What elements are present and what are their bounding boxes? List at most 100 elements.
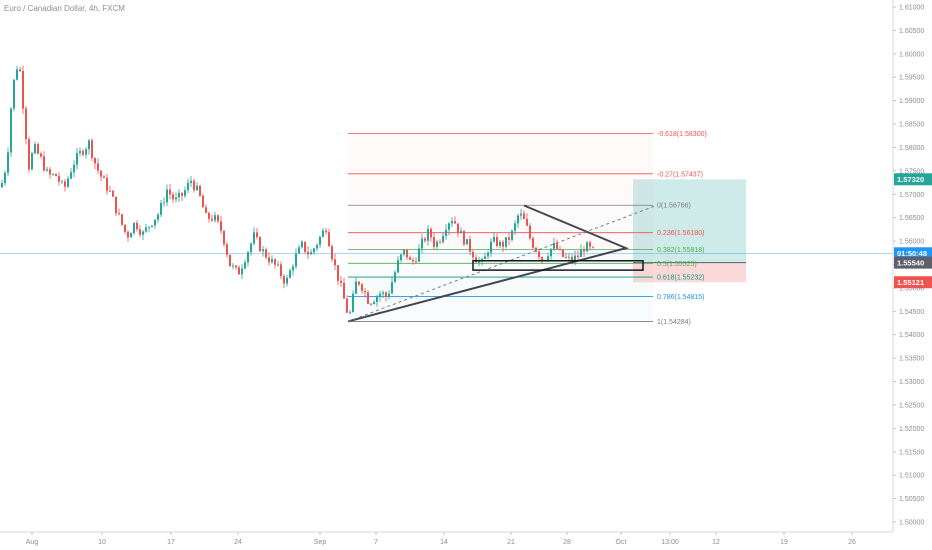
candle-body [502,241,504,247]
candle-body [34,144,36,154]
candle-body [523,213,525,219]
candle-body [118,213,120,215]
x-tick-label: 13:00 [661,539,679,546]
candle-body [340,280,342,283]
candle-body [61,181,63,183]
candle-body [79,151,81,154]
candle-body [460,231,462,234]
candle-body [19,69,21,71]
x-tick-label: 10 [98,539,106,546]
candle-body [382,292,384,294]
candlestick-series [1,65,594,315]
fib-level-label: 0.236(1.56180) [657,230,704,237]
fib-level-label: 0.618(1.55232) [657,275,704,282]
y-tick-label: 1.57500 [899,168,924,175]
candle-body [175,197,177,200]
candle-body [136,222,138,230]
candle-body [280,264,282,277]
candle-body [121,214,123,225]
dashed-trendline [347,205,656,322]
fib-level-label: 0.786(1.54815) [657,294,704,301]
candle-body [286,277,288,284]
candle-body [73,164,75,173]
candle-body [274,259,276,265]
candle-body [16,69,18,80]
candle-body [67,178,69,187]
candle-body [22,70,24,109]
candle-body [106,177,108,191]
candle-body [481,259,483,261]
candle-body [184,190,186,196]
candle-body [526,218,528,226]
candle-body [190,180,192,183]
candle-body [223,230,225,245]
candle-body [307,251,309,255]
candle-body [196,185,198,191]
candle-body [130,233,132,238]
candle-body [238,267,240,275]
candle-body [385,292,387,297]
y-tick-label: 1.52000 [899,426,924,433]
candle-body [445,229,447,236]
candle-body [412,259,414,262]
candle-body [520,213,522,216]
candle-body [472,251,474,258]
price-tag [894,247,932,260]
candle-body [373,302,375,305]
candle-body [262,249,264,252]
candle-body [511,230,513,240]
price-tag-label: 1.57320 [897,175,924,184]
candle-body [1,183,3,188]
candle-body [52,173,54,175]
candle-body [271,259,273,263]
candle-body [457,223,459,234]
candle-body [124,224,126,232]
candle-body [58,176,60,182]
candle-body [109,190,111,192]
x-tick-label: 21 [507,539,515,546]
x-tick-label: 14 [440,539,448,546]
candle-body [430,229,432,238]
candle-body [469,239,471,252]
candle-body [499,241,501,246]
candle-body [376,296,378,303]
candle-body [547,256,549,261]
candle-body [265,249,267,258]
candle-body [442,235,444,243]
candle-body [268,257,270,263]
candle-body [466,239,468,245]
candle-body [454,221,456,224]
price-tag-label: 1.55540 [897,258,924,267]
candle-body [514,223,516,231]
y-tick-label: 1.52500 [899,402,924,409]
candle-body [346,298,348,313]
candle-body [328,232,330,247]
y-tick-label: 1.54500 [899,309,924,316]
candle-body [334,259,336,266]
candle-body [529,225,531,239]
fib-band [348,205,653,232]
candle-body [475,257,477,263]
candle-body [496,237,498,246]
fib-band [348,277,653,297]
candle-body [85,149,87,155]
candle-body [415,261,417,263]
candle-body [232,265,234,267]
y-tick-label: 1.54000 [899,332,924,339]
candle-body [289,270,291,278]
x-tick-label: 26 [848,539,856,546]
candle-body [577,255,579,257]
candle-body [361,284,363,291]
candle-body [409,257,411,260]
candle-body [292,266,294,271]
candle-body [352,293,354,313]
candle-body [193,180,195,191]
candle-body [64,181,66,187]
candle-body [31,153,33,170]
price-tag-label: 01:50:48 [897,249,927,258]
x-tick-label: Sep [314,539,327,546]
price-tag-label: 1.55121 [897,278,924,287]
candle-body [394,272,396,283]
